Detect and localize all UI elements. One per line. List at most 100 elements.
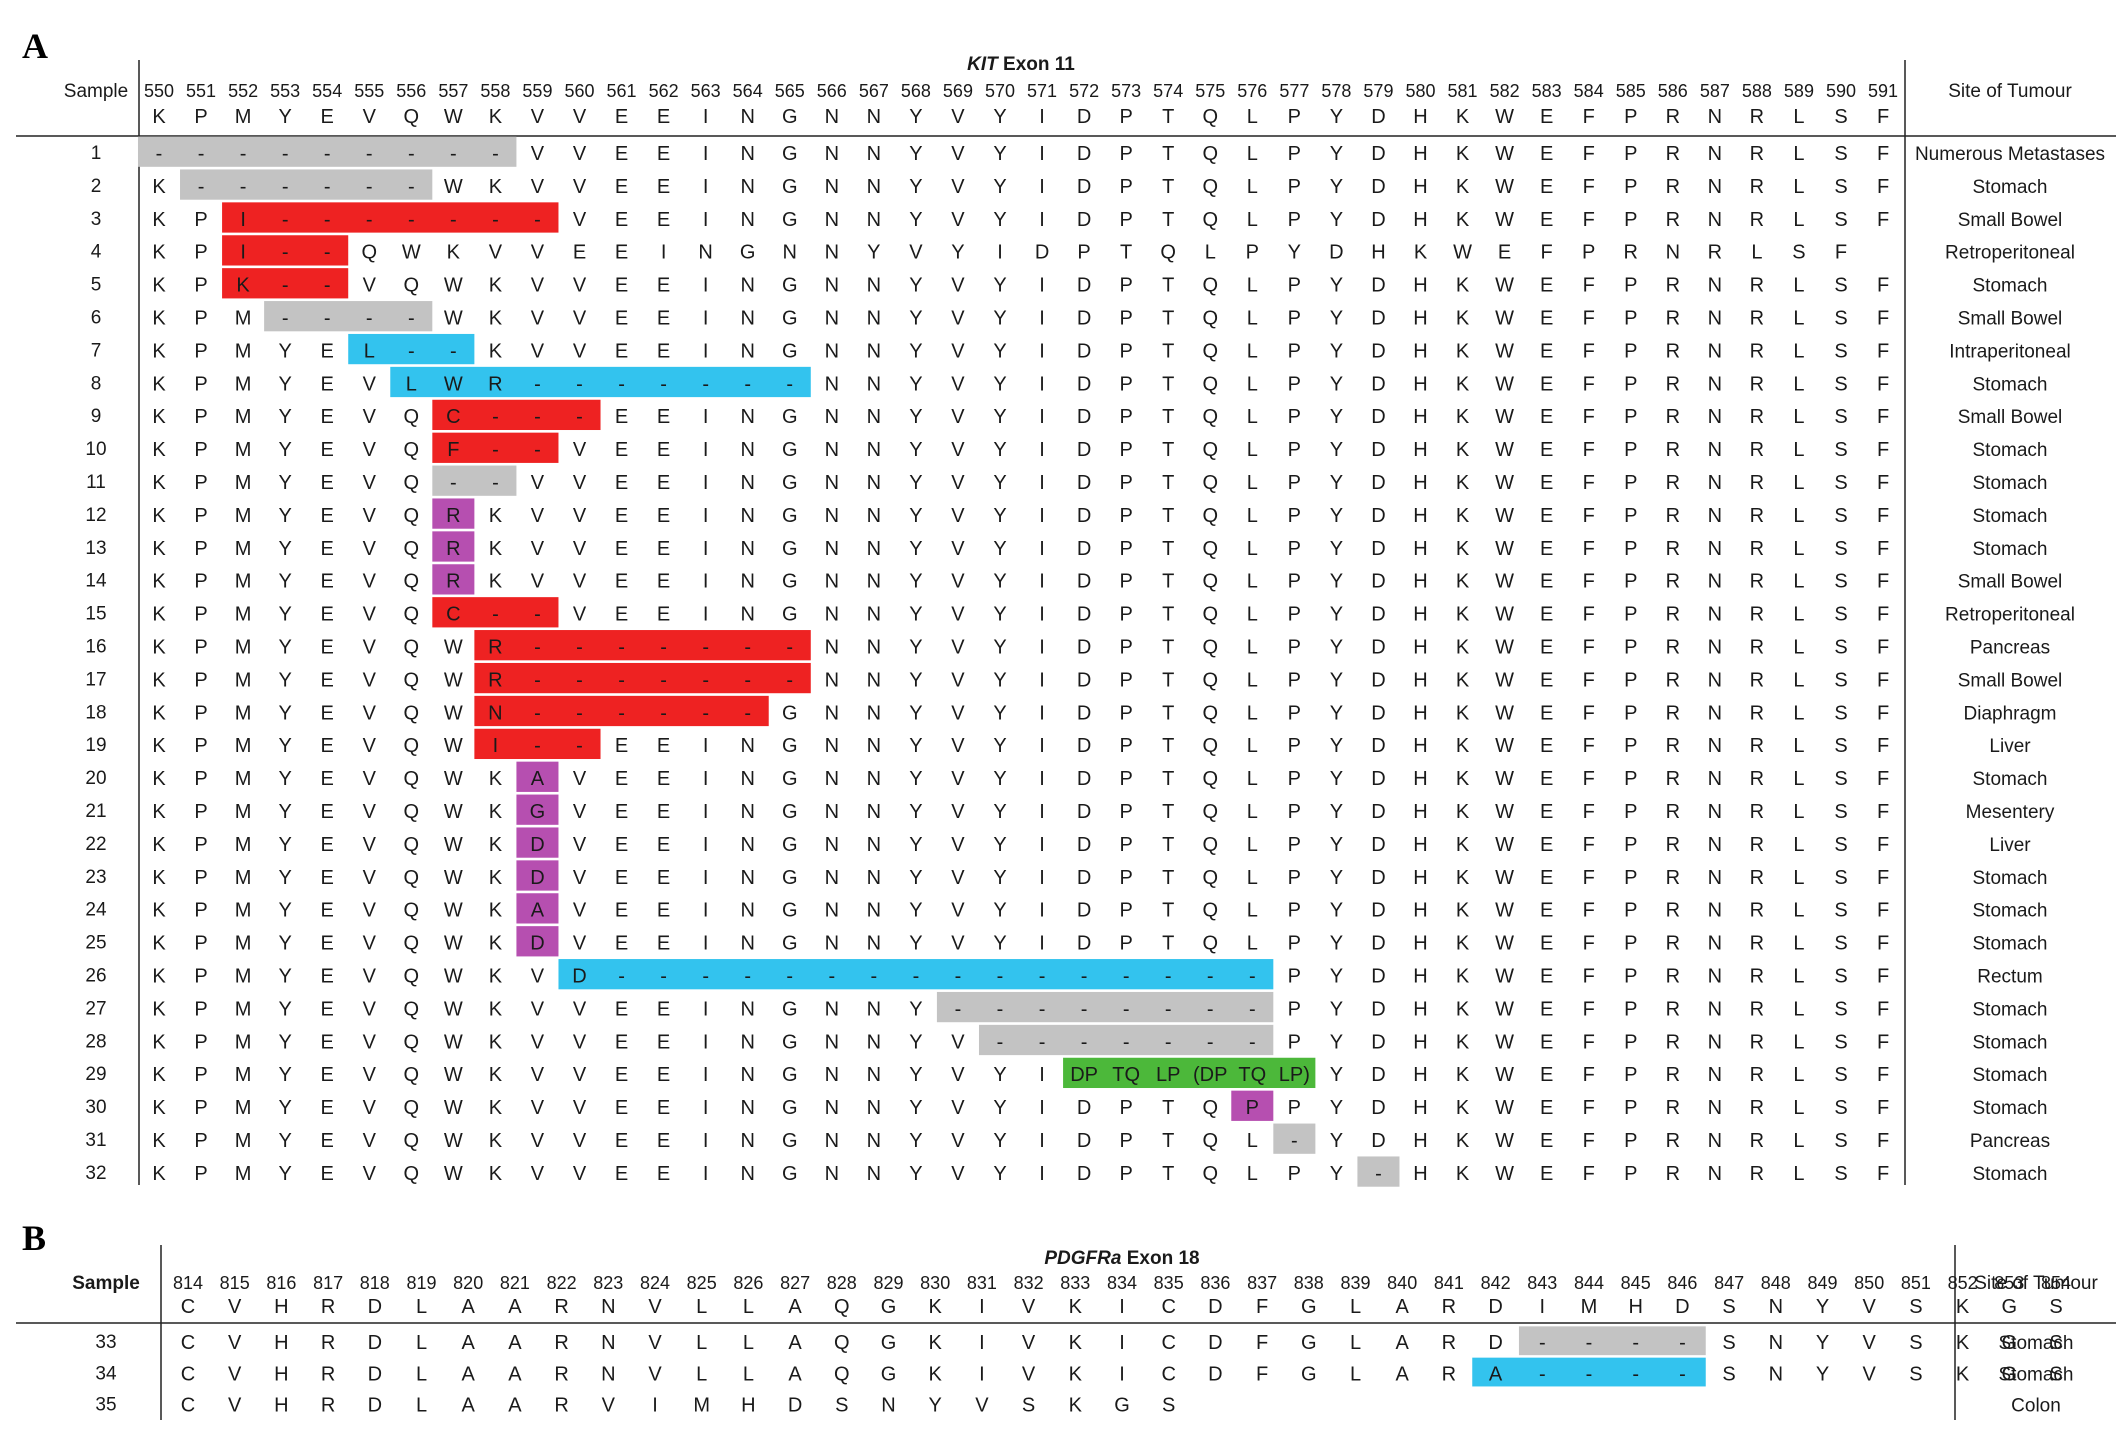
panelA-residue: V xyxy=(951,308,965,330)
panelA-residue: Y xyxy=(1330,801,1343,823)
panelA-residue: V xyxy=(573,867,587,889)
panelA-position-label: 559 xyxy=(522,81,552,101)
panelA-position-label: 580 xyxy=(1405,81,1435,101)
panelA-residue: P xyxy=(1288,406,1301,428)
panelA-residue: F xyxy=(1877,834,1889,856)
panelA-residue: M xyxy=(235,308,252,330)
panelB-residue: R xyxy=(554,1332,568,1354)
panelA-residue: N xyxy=(867,538,881,560)
panelA-residue: K xyxy=(1456,1163,1470,1185)
panelA-residue: M xyxy=(235,867,252,889)
panelB-residue: L xyxy=(696,1363,707,1385)
panelA-residue: N xyxy=(867,1097,881,1119)
panelA-residue: Y xyxy=(909,834,922,856)
panelA-residue: W xyxy=(444,176,463,198)
panelA-residue: H xyxy=(1413,439,1427,461)
panelA-residue: P xyxy=(194,637,207,659)
panelA-residue: Y xyxy=(1330,275,1343,297)
panelA-residue: I xyxy=(661,242,667,264)
panelA-residue: R xyxy=(1666,702,1680,724)
panelA-residue: R xyxy=(1750,1064,1764,1086)
panelA-residue: F xyxy=(1877,933,1889,955)
panelA-residue: Y xyxy=(993,439,1006,461)
panelA-residue: S xyxy=(1834,1163,1847,1185)
panelA-residue: F xyxy=(1877,571,1889,593)
panelA-reference-residue: K xyxy=(489,106,503,128)
panelA-residue: R xyxy=(1750,176,1764,198)
panelA-residue: - xyxy=(744,966,751,988)
panelA-residue: V xyxy=(363,998,377,1020)
panelA-residue: Y xyxy=(909,308,922,330)
panelA-residue: I xyxy=(1039,702,1045,724)
panelA-residue: - xyxy=(744,637,751,659)
panelA-residue: P xyxy=(194,669,207,691)
panelA-residue: L xyxy=(1793,834,1804,856)
panelA-residue: E xyxy=(573,242,586,264)
panelA-residue: N xyxy=(698,242,712,264)
panelA-residue: - xyxy=(534,669,541,691)
panelA-sample-number: 13 xyxy=(85,538,106,559)
panelA-residue: Y xyxy=(278,768,291,790)
panelA-residue: L xyxy=(1247,900,1258,922)
panelA-residue: Y xyxy=(278,966,291,988)
panelA-tumour-site: Stomach xyxy=(1973,177,2048,198)
panelA-residue: P xyxy=(1119,275,1132,297)
panelA-residue: N xyxy=(867,505,881,527)
panelA-residue: E xyxy=(1540,998,1553,1020)
panelA-tumour-site: Stomach xyxy=(1973,769,2048,790)
panelA-reference-residue: Y xyxy=(909,106,922,128)
panelA-residue: R xyxy=(1750,1031,1764,1053)
panelA-residue: F xyxy=(1877,340,1889,362)
panelB-residue: S xyxy=(2049,1363,2062,1385)
panelA-residue: G xyxy=(782,900,798,922)
panelA-residue: E xyxy=(321,505,334,527)
panelA-position-label: 572 xyxy=(1069,81,1099,101)
panelA-residue: Q xyxy=(1160,242,1176,264)
panelA-position-label: 558 xyxy=(480,81,510,101)
panelA-residue: - xyxy=(534,209,541,231)
panelB-residue: D xyxy=(368,1332,382,1354)
panelA-site-header: Site of Tumour xyxy=(1948,81,2072,102)
panelA-residue: - xyxy=(576,373,583,395)
panelA-residue: N xyxy=(867,439,881,461)
panelA-residue: D xyxy=(1371,669,1385,691)
panelA-residue: N xyxy=(740,801,754,823)
panelA-residue: V xyxy=(573,505,587,527)
panelA-residue: W xyxy=(1495,209,1514,231)
panelA-residue: E xyxy=(615,1097,628,1119)
panelA-residue: V xyxy=(531,966,545,988)
panelB-residue: V xyxy=(228,1332,242,1354)
panelA-residue: F xyxy=(1583,637,1595,659)
panelA-residue: N xyxy=(825,308,839,330)
panelA-residue: V xyxy=(573,538,587,560)
panelA-residue: M xyxy=(235,406,252,428)
panelA-residue: D xyxy=(1371,1130,1385,1152)
panelA-residue: L xyxy=(1247,505,1258,527)
panelA-residue: V xyxy=(531,275,545,297)
panelA-residue: E xyxy=(615,143,628,165)
panelA-residue: F xyxy=(1877,275,1889,297)
panelA-residue: D xyxy=(1371,176,1385,198)
panelB-sample-number: 34 xyxy=(95,1363,117,1384)
panelA-residue: Y xyxy=(278,406,291,428)
panelA-residue: K xyxy=(489,1031,503,1053)
panelB-position-label: 831 xyxy=(967,1273,997,1293)
panelA-residue: Y xyxy=(278,571,291,593)
panelA-residue: Y xyxy=(951,242,964,264)
panelA-residue: F xyxy=(1583,1130,1595,1152)
panelA-residue: K xyxy=(489,867,503,889)
panelB-residue: A xyxy=(788,1363,802,1385)
panelA-residue: Y xyxy=(993,1064,1006,1086)
panelA-residue: H xyxy=(1371,242,1385,264)
panelA-residue: V xyxy=(363,801,377,823)
panelA-residue: G xyxy=(782,735,798,757)
panelA-residue: K xyxy=(152,735,166,757)
panelB-reference-residue: L xyxy=(1350,1296,1361,1318)
panelA-residue: N xyxy=(867,176,881,198)
panelA-residue: I xyxy=(1039,538,1045,560)
panelA-residue: I xyxy=(703,1097,709,1119)
panelA-residue: N xyxy=(825,1130,839,1152)
panelA-residue: M xyxy=(235,702,252,724)
panelA-residue: G xyxy=(530,801,546,823)
panelA-residue: L xyxy=(1793,933,1804,955)
